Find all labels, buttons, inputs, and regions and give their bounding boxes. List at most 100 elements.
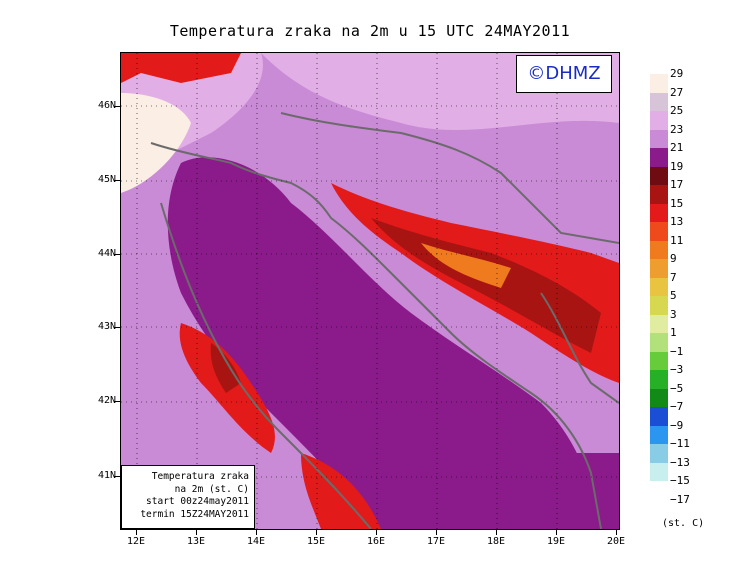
colorbar-label: 19 (670, 159, 684, 173)
colorbar-label: −15 (670, 474, 690, 487)
lat-label-46n: 46N (97, 100, 116, 111)
southern-sea (541, 453, 619, 529)
lon-label-19e: 19E (546, 536, 566, 547)
lon-tick (376, 530, 377, 535)
temperature-map (120, 52, 620, 530)
colorbar-label: 11 (670, 233, 684, 247)
country-border-east (540, 292, 619, 404)
colorbar-label: 3 (670, 307, 677, 321)
italian-coastline (160, 202, 372, 529)
hot-spot-northwest (121, 93, 191, 193)
lat-tick (114, 254, 120, 255)
colorbar-label: −1 (670, 344, 684, 358)
colorbar-swatch (650, 111, 668, 130)
colorbar-label: 17 (670, 178, 684, 191)
dinaric-alps-core (371, 218, 601, 353)
colorbar-label: −7 (670, 400, 684, 413)
lon-tick (556, 530, 557, 535)
lon-tick (256, 530, 257, 535)
info-line-1: Temperatura zraka (151, 471, 249, 482)
colorbar-swatch (650, 203, 668, 222)
colorbar-label: 29 (670, 67, 684, 80)
colorbar-swatch (650, 148, 668, 167)
lon-label-13e: 13E (186, 536, 206, 547)
lat-tick (114, 401, 120, 402)
colorbar-label: 13 (670, 215, 684, 228)
lat-tick (114, 476, 120, 477)
lat-label-43n: 43N (97, 321, 116, 332)
colorbar-swatch (650, 296, 668, 315)
colorbar-label: −3 (670, 363, 684, 376)
colorbar-label: −11 (670, 437, 690, 450)
adriatic-sea (167, 157, 601, 529)
lon-label-17e: 17E (426, 536, 446, 547)
colorbar-label: 9 (670, 252, 677, 265)
map-canvas (121, 53, 619, 529)
colorbar-label: 15 (670, 196, 684, 210)
info-box: Temperatura zraka na 2m (st. C) start 00… (121, 465, 255, 529)
southern-apennines-cold (301, 453, 381, 529)
apennines-core (210, 343, 241, 393)
info-line-2: na 2m (st. C) (174, 483, 249, 495)
lat-tick (114, 327, 120, 328)
lat-tick (114, 180, 120, 181)
graticule (121, 53, 619, 529)
colorbar (650, 74, 668, 500)
colorbar-swatch (650, 333, 668, 352)
colorbar-swatch (650, 351, 668, 370)
info-line-4: termin 15Z24MAY2011 (140, 508, 249, 520)
colorbar-swatch (650, 444, 668, 463)
colorbar-label: 7 (670, 270, 677, 284)
colorbar-swatch (650, 314, 668, 333)
lon-label-14e: 14E (246, 536, 266, 547)
colorbar-swatch (650, 481, 668, 500)
colorbar-label: 5 (670, 289, 677, 302)
lon-tick (436, 530, 437, 535)
eastern-coastline (150, 142, 602, 529)
alps-cold-area (121, 53, 241, 83)
colorbar-swatch (650, 129, 668, 148)
lon-label-18e: 18E (486, 536, 506, 547)
lat-tick (114, 106, 120, 107)
colorbar-label: 21 (670, 141, 684, 154)
info-line-3: start 00z24may2011 (146, 496, 249, 507)
colorbar-swatch (650, 222, 668, 241)
colorbar-swatch (650, 74, 668, 93)
colorbar-label: 25 (670, 104, 684, 117)
country-border-north (280, 112, 619, 244)
colorbar-swatch (650, 388, 668, 407)
lon-tick (616, 530, 617, 535)
colorbar-label: −13 (670, 455, 690, 469)
lon-tick (496, 530, 497, 535)
lon-label-16e: 16E (366, 536, 386, 547)
colorbar-unit: (st. C) (662, 518, 705, 529)
colorbar-label: 23 (670, 122, 684, 136)
dhmz-badge: ©DHMZ (516, 55, 612, 93)
colorbar-label: 27 (670, 85, 684, 99)
lon-tick (136, 530, 137, 535)
colorbar-swatch (650, 185, 668, 204)
colorbar-swatch (650, 462, 668, 481)
colorbar-swatch (650, 166, 668, 185)
colorbar-swatch (650, 370, 668, 389)
lat-label-44n: 44N (97, 248, 116, 259)
lat-label-41n: 41N (97, 470, 116, 481)
lon-tick (196, 530, 197, 535)
alps-orange-patch (421, 243, 511, 288)
colorbar-label: −5 (670, 381, 684, 395)
colorbar-swatch (650, 259, 668, 278)
colorbar-swatch (650, 425, 668, 444)
lat-label-42n: 42N (97, 395, 116, 406)
colorbar-label: −17 (670, 492, 690, 506)
colorbar-swatch (650, 407, 668, 426)
lon-label-20e: 20E (606, 536, 626, 547)
colorbar-swatch (650, 240, 668, 259)
colorbar-swatch (650, 277, 668, 296)
colorbar-label: −9 (670, 418, 684, 432)
lon-tick (316, 530, 317, 535)
map-title: Temperatura zraka na 2m u 15 UTC 24MAY20… (169, 22, 571, 40)
lat-label-45n: 45N (97, 174, 116, 185)
lon-label-12e: 12E (126, 536, 146, 547)
lon-label-15e: 15E (306, 536, 326, 547)
colorbar-swatch (650, 92, 668, 111)
